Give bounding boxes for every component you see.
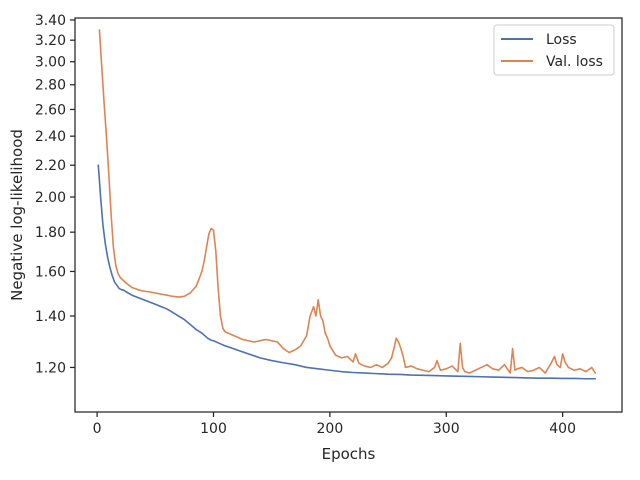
legend: Loss Val. loss <box>493 24 615 76</box>
x-tick-label: 200 <box>317 421 344 437</box>
y-tick-label: 2.80 <box>35 78 66 94</box>
plot-frame <box>74 17 623 413</box>
y-tick-label: 2.40 <box>35 129 66 145</box>
series-line-loss <box>97 164 597 380</box>
y-axis-label: Negative log-likelihood <box>8 129 26 301</box>
legend-label-loss: Loss <box>546 32 577 48</box>
x-axis-ticks: 0 100 200 300 400 <box>93 412 576 437</box>
plot-area <box>74 17 623 413</box>
x-tick-label: 100 <box>200 421 227 437</box>
x-axis-label: Epochs <box>322 445 376 463</box>
y-tick-label: 2.00 <box>35 190 66 206</box>
y-tick-label: 2.60 <box>35 102 66 118</box>
y-tick-label: 3.00 <box>35 55 66 71</box>
x-tick-label: 300 <box>433 421 460 437</box>
y-tick-label: 3.40 <box>35 13 66 29</box>
y-axis-ticks: 1.20 1.40 1.60 1.80 2.00 2.20 2.40 2.60 2.80 3.00… <box>35 13 75 376</box>
y-tick-label: 1.20 <box>35 360 66 376</box>
y-tick-label: 3.20 <box>35 33 66 49</box>
x-tick-label: 0 <box>93 421 102 437</box>
series-layer <box>97 29 597 380</box>
y-tick-label: 1.40 <box>35 309 66 325</box>
x-tick-label: 400 <box>549 421 576 437</box>
legend-box <box>493 24 615 76</box>
y-tick-label: 1.60 <box>35 264 66 280</box>
legend-label-val-loss: Val. loss <box>546 54 603 70</box>
series-line-val-loss <box>98 29 597 374</box>
y-tick-label: 2.20 <box>35 158 66 174</box>
y-tick-label: 1.80 <box>35 225 66 241</box>
